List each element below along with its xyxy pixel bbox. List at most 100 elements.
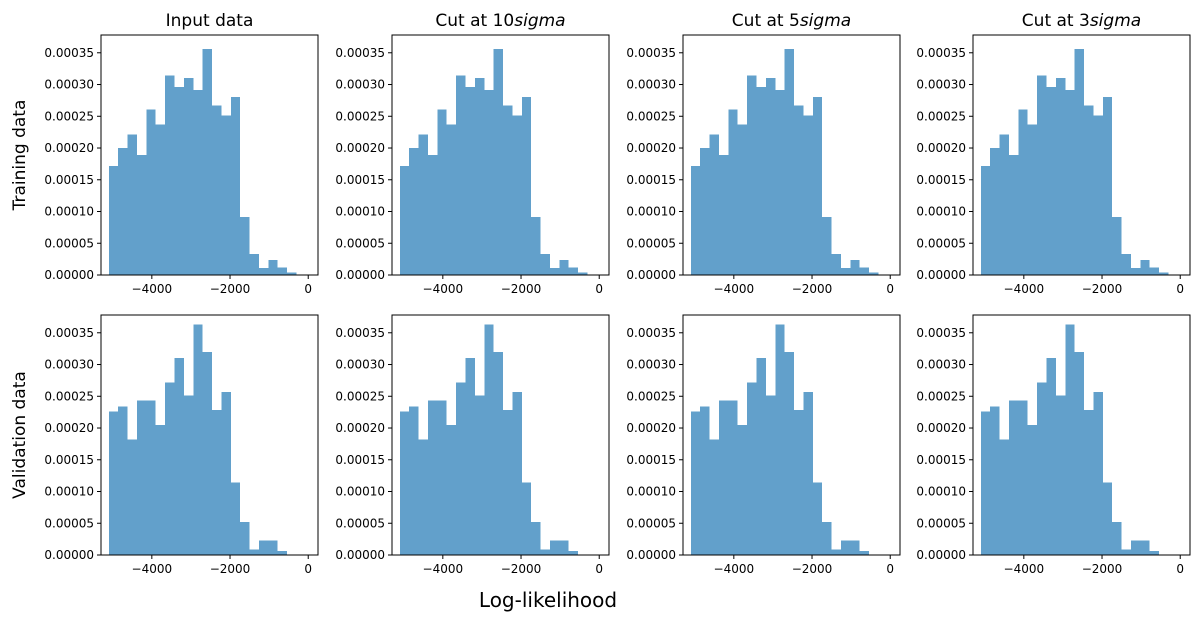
histogram-bar bbox=[1046, 87, 1056, 275]
histogram-panels: 0.00000 0.00005 0.00010 0.00015 0.00020 0.000… bbox=[44, 11, 1191, 576]
histogram-bar bbox=[718, 155, 729, 275]
histogram-bar bbox=[1093, 115, 1103, 275]
histogram-bar bbox=[484, 90, 494, 275]
histogram-bar bbox=[1130, 540, 1141, 555]
y-tick-label: 0.00025 bbox=[916, 109, 966, 123]
histogram-bar bbox=[521, 482, 532, 555]
panel-r1-c0: 0.00000 0.00005 0.00010 0.00015 0.00020 0.000… bbox=[44, 314, 319, 576]
x-tick-label: −4000 bbox=[714, 562, 755, 576]
histogram-bar bbox=[531, 521, 541, 555]
histogram-bar bbox=[1093, 391, 1103, 555]
y-tick-label: 0.00005 bbox=[626, 236, 676, 250]
histogram-bar bbox=[399, 165, 410, 275]
y-tick-label: 0.00015 bbox=[44, 173, 94, 187]
histogram-bar bbox=[775, 90, 785, 275]
histogram-bar bbox=[1037, 75, 1047, 275]
histogram-bar bbox=[456, 382, 466, 555]
histogram-bar bbox=[1018, 109, 1028, 276]
y-tick-label: 0.00035 bbox=[626, 326, 676, 340]
y-tick-label: 0.00025 bbox=[335, 389, 385, 403]
x-tick-label: −2000 bbox=[1082, 282, 1123, 296]
histogram-bar bbox=[540, 549, 550, 555]
histogram-bar bbox=[840, 540, 851, 555]
x-axis-label: Log-likelihood bbox=[479, 588, 617, 612]
histogram-bar bbox=[146, 109, 156, 276]
y-tick-label: 0.00010 bbox=[626, 205, 676, 219]
y-tick-label: 0.00010 bbox=[44, 205, 94, 219]
y-tick-label: 0.00005 bbox=[44, 236, 94, 250]
x-tick-label: 0 bbox=[1176, 282, 1184, 296]
histogram-bar bbox=[840, 268, 851, 275]
y-tick-label: 0.00000 bbox=[916, 548, 966, 562]
histogram-bar bbox=[1074, 48, 1085, 275]
histogram-bar bbox=[1065, 324, 1075, 555]
histogram-bar bbox=[869, 272, 879, 275]
histogram-bar bbox=[174, 87, 184, 275]
histogram-bar bbox=[531, 217, 541, 275]
x-tick-label: 0 bbox=[886, 282, 894, 296]
x-tick-label: −4000 bbox=[1004, 282, 1045, 296]
histogram-bar bbox=[568, 267, 579, 275]
y-tick-label: 0.00025 bbox=[626, 109, 676, 123]
histogram-bar bbox=[1055, 395, 1066, 555]
y-tick-label: 0.00030 bbox=[916, 78, 966, 92]
histogram-bar bbox=[709, 439, 719, 555]
axes-frame bbox=[972, 34, 1191, 276]
histogram-bar bbox=[108, 411, 119, 555]
panel-r0-c1: 0.00000 0.00005 0.00010 0.00015 0.00020 0.000… bbox=[335, 11, 610, 296]
histogram-bar bbox=[258, 268, 269, 275]
histogram-bar bbox=[540, 254, 550, 275]
histogram-bar bbox=[728, 109, 738, 276]
axes-frame bbox=[682, 314, 901, 556]
y-tick-label: 0.00005 bbox=[626, 516, 676, 530]
histogram-bar bbox=[268, 540, 278, 555]
histogram-bar bbox=[437, 109, 447, 276]
panel-r1-c1: 0.00000 0.00005 0.00010 0.00015 0.00020 0.000… bbox=[335, 314, 610, 576]
y-tick-label: 0.00020 bbox=[916, 421, 966, 435]
histogram-bar bbox=[230, 482, 241, 555]
histogram-bar bbox=[709, 134, 719, 275]
y-tick-label: 0.00020 bbox=[44, 141, 94, 155]
y-tick-label: 0.00030 bbox=[626, 78, 676, 92]
histogram-bar bbox=[249, 549, 259, 555]
histogram-bar bbox=[503, 105, 513, 275]
x-tick-label: 0 bbox=[304, 282, 312, 296]
histogram-bar bbox=[1149, 551, 1160, 555]
y-tick-label: 0.00015 bbox=[916, 453, 966, 467]
histogram-bar bbox=[258, 540, 269, 555]
histogram-bar bbox=[136, 155, 147, 275]
histogram-bar bbox=[118, 148, 128, 275]
histogram-bar bbox=[221, 115, 231, 275]
y-tick-label: 0.00005 bbox=[335, 236, 385, 250]
x-tick-label: −4000 bbox=[714, 282, 755, 296]
histogram-bar bbox=[1112, 521, 1122, 555]
y-tick-label: 0.00015 bbox=[626, 173, 676, 187]
histogram-bar bbox=[503, 410, 513, 555]
x-tick-label: −2000 bbox=[792, 562, 833, 576]
histogram-bar bbox=[700, 406, 710, 555]
histogram-bar bbox=[1084, 105, 1094, 275]
y-tick-label: 0.00025 bbox=[335, 109, 385, 123]
panel-title: Cut at 5sigma bbox=[732, 11, 851, 31]
histogram-bar bbox=[474, 395, 485, 555]
histogram-bar bbox=[568, 551, 579, 555]
histogram-bar bbox=[1074, 351, 1085, 555]
histogram-bar bbox=[765, 395, 776, 555]
y-tick-label: 0.00015 bbox=[44, 453, 94, 467]
histogram-bar bbox=[155, 124, 166, 276]
histogram-bar bbox=[512, 115, 522, 275]
histogram-bar bbox=[812, 482, 823, 555]
histogram-bar bbox=[277, 551, 288, 555]
histogram-bar bbox=[277, 267, 288, 275]
axes-frame bbox=[100, 34, 319, 276]
x-tick-label: 0 bbox=[886, 562, 894, 576]
histogram-bar bbox=[859, 267, 870, 275]
histogram-bar bbox=[183, 78, 194, 275]
y-tick-label: 0.00005 bbox=[335, 516, 385, 530]
histogram-bar bbox=[108, 165, 119, 275]
y-tick-label: 0.00030 bbox=[626, 358, 676, 372]
histogram-bar bbox=[980, 411, 991, 555]
histogram-bar bbox=[127, 439, 137, 555]
histogram-bar bbox=[765, 78, 776, 275]
histogram-bar bbox=[1121, 254, 1131, 275]
